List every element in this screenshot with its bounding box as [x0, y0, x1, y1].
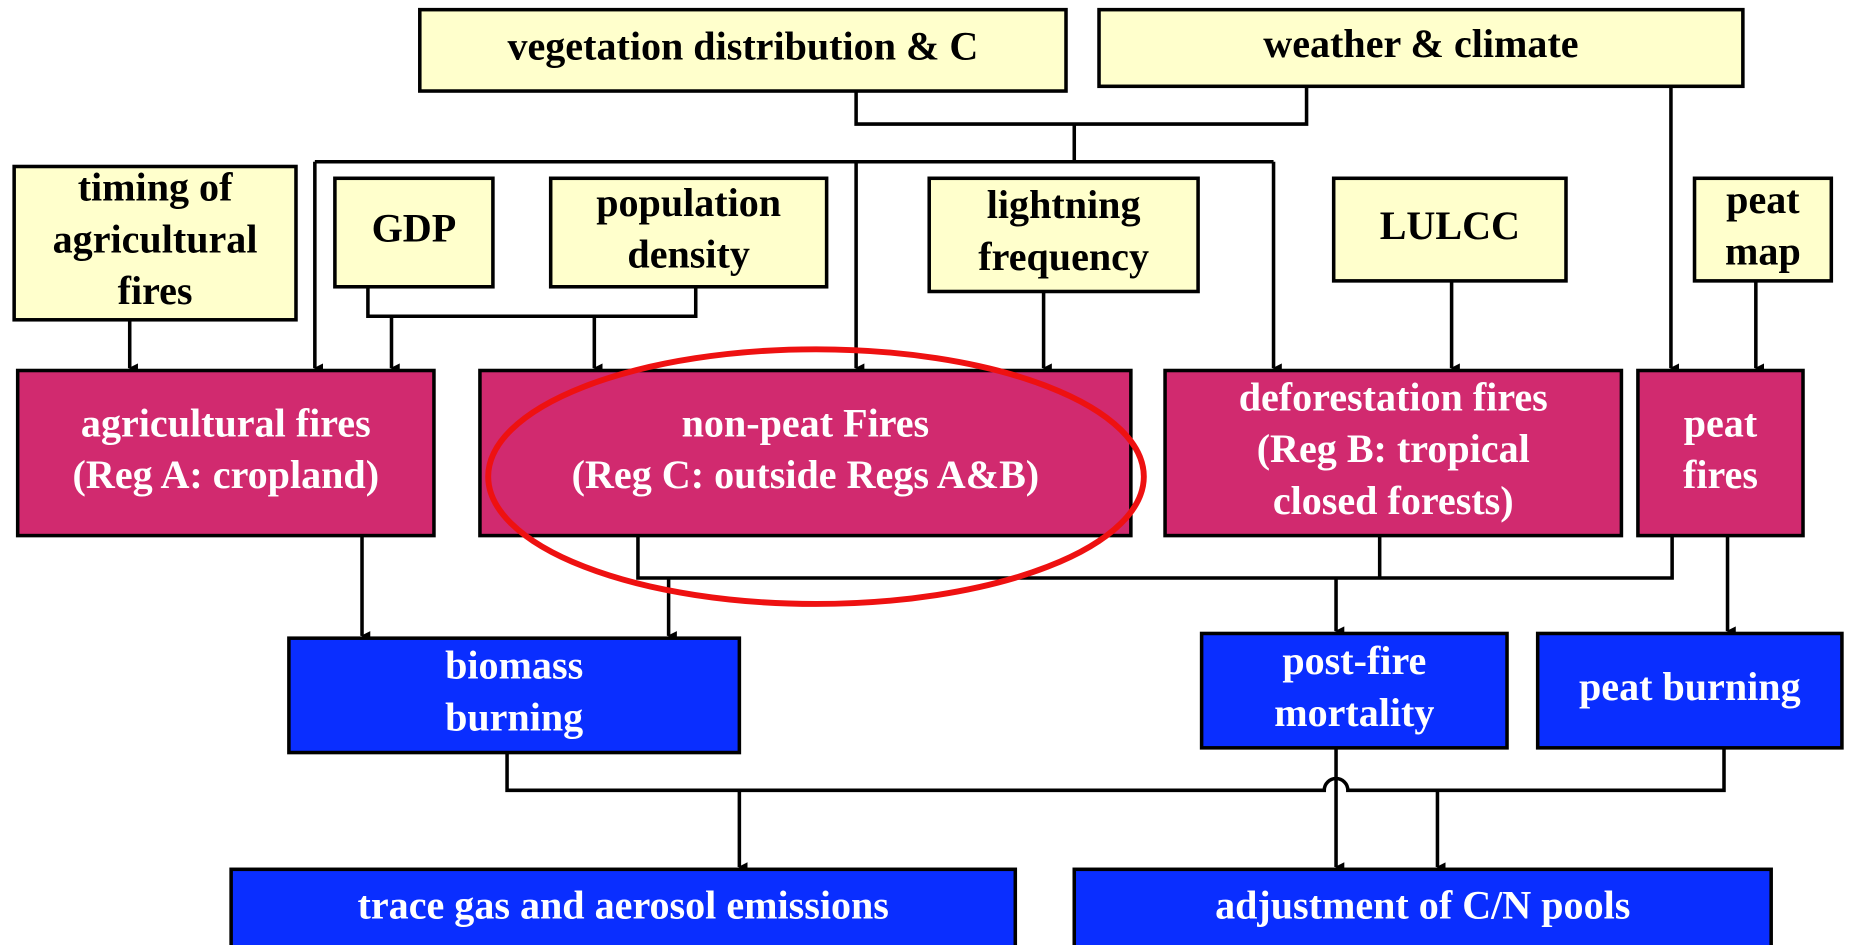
node-box: [1692, 176, 1834, 283]
node-label: burning: [445, 695, 583, 740]
node-label: adjustment of C/N pools: [1215, 883, 1630, 928]
node-label: weather & climate: [1263, 21, 1578, 66]
node-label: mortality: [1274, 690, 1434, 735]
node-label: GDP: [372, 206, 457, 251]
node-label: (Reg A: cropland): [73, 452, 380, 497]
node-box: [1163, 368, 1624, 538]
node-label: fires: [118, 268, 193, 313]
node-label: trace gas and aerosol emissions: [358, 883, 889, 928]
node-label: peat burning: [1579, 664, 1801, 709]
node-label: frequency: [978, 234, 1149, 279]
node-box: [1097, 7, 1745, 89]
node-box: [12, 164, 298, 322]
node-box: [927, 176, 1200, 294]
highlight-ellipse: [485, 346, 1147, 607]
node-box: [1199, 631, 1509, 750]
node-label: density: [627, 232, 750, 277]
node-box: [1535, 631, 1844, 750]
node-label: (Reg B: tropical: [1257, 426, 1530, 471]
node-label: biomass: [445, 643, 583, 688]
node-box: [1331, 176, 1568, 283]
node-box: [287, 636, 742, 755]
node-label: population: [596, 180, 781, 225]
connectors: [127, 86, 1765, 872]
node-label: fires: [1683, 452, 1758, 497]
node-box: [1072, 867, 1773, 945]
node-label: closed forests): [1273, 478, 1514, 523]
node-label: peat: [1684, 400, 1758, 445]
node-box: [15, 368, 436, 538]
node-box: [229, 867, 1018, 945]
node-box: [418, 7, 1068, 93]
node-label: map: [1725, 229, 1801, 274]
node-label: lightning: [987, 182, 1141, 227]
node-label: agricultural fires: [81, 400, 371, 445]
node-label: post-fire: [1282, 638, 1426, 683]
node-label: deforestation fires: [1239, 374, 1548, 419]
node-label: peat: [1726, 177, 1800, 222]
node-label: (Reg C: outside Regs A&B): [572, 452, 1040, 497]
node-box: [333, 176, 495, 289]
boxes: vegetation distribution & C weather & cli…: [12, 7, 1844, 945]
node-box: [548, 176, 829, 289]
node-label: timing of: [78, 164, 233, 209]
node-label: non-peat Fires: [682, 400, 930, 445]
node-box: [478, 368, 1133, 538]
node-label: vegetation distribution & C: [507, 24, 978, 69]
node-box: [1636, 368, 1805, 538]
node-label: agricultural: [53, 216, 258, 261]
node-label: LULCC: [1380, 203, 1520, 248]
